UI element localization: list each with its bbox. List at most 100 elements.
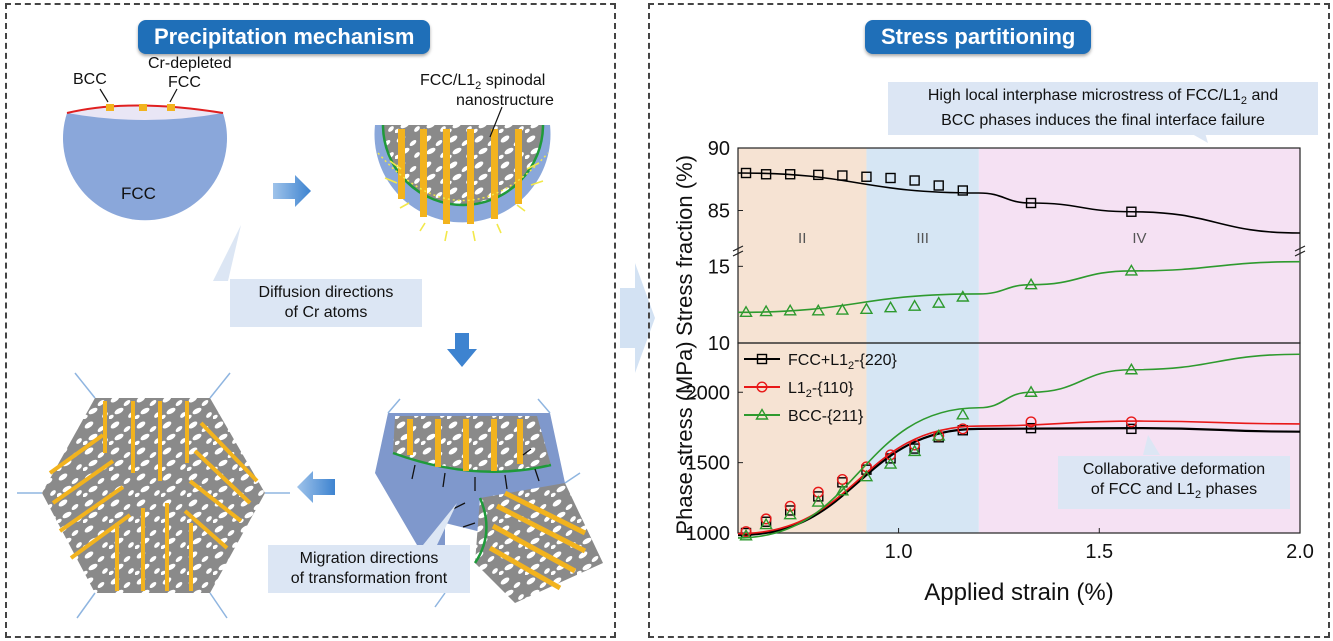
top-series-line <box>737 172 1301 234</box>
y-tick-label: 15 <box>708 256 730 278</box>
x-tick-label: 2.0 <box>1286 541 1314 563</box>
bottom-series-point <box>1126 423 1137 435</box>
legend-label: FCC+L12-{220} <box>788 352 898 372</box>
x-tick-label: 1.5 <box>1085 541 1113 563</box>
callout-migration-line1: Migration directions <box>299 550 439 567</box>
bottom-series-point <box>784 500 796 512</box>
label-spinodal-1-sub: 2 <box>475 80 481 92</box>
callout-collab-b: phases <box>1201 481 1258 498</box>
bottom-series-point <box>932 428 946 441</box>
top-series-point <box>759 304 773 317</box>
spinodal-grain <box>374 106 551 242</box>
bottom-series-point <box>883 457 898 469</box>
top-series-point <box>885 172 896 184</box>
region-ii <box>738 148 867 533</box>
top-series-point <box>956 290 970 302</box>
fcc-grain <box>62 88 227 221</box>
bcc-precipitate <box>106 104 114 111</box>
bottom-series-point <box>783 507 797 520</box>
stage-arrow-down-icon <box>447 333 477 367</box>
y-tick-label: 1000 <box>686 523 731 545</box>
left-panel-title: Precipitation mechanism <box>138 20 431 54</box>
top-series-point <box>1124 264 1139 276</box>
label-cr-depleted-2: FCC <box>168 74 201 91</box>
bottom-series-point <box>835 483 850 496</box>
bottom-series-point <box>760 513 772 525</box>
label-spinodal-1-b: spinodal <box>481 72 545 89</box>
region-label: II <box>798 230 806 247</box>
callout-collab-line1: Collaborative deformation <box>1082 461 1266 478</box>
y-tick-label: 85 <box>708 201 730 223</box>
legend-marker <box>756 381 768 393</box>
bottom-series-point <box>784 505 796 516</box>
top-series-point <box>957 185 968 196</box>
region-label: III <box>916 230 929 247</box>
bottom-series-point <box>1025 416 1037 428</box>
top-series-point <box>837 170 848 181</box>
stage-arrow-right-icon <box>273 175 311 207</box>
top-series-point <box>784 169 796 180</box>
legend-label: L12-{110} <box>788 380 854 400</box>
top-series-point <box>933 180 944 191</box>
bottom-series-point <box>1024 385 1038 397</box>
top-series-point <box>813 169 824 181</box>
bottom-series-point <box>811 495 825 507</box>
axis-break-right <box>1294 245 1306 257</box>
panel-transition-arrow-icon <box>620 263 655 373</box>
y-tick-label: 2000 <box>686 382 731 404</box>
bottom-series-point <box>1124 362 1139 375</box>
bottom-series-point <box>907 444 922 457</box>
y-tick-label: 10 <box>708 333 730 355</box>
callout-collaborative: Collaborative deformation of FCC and L12… <box>1058 456 1290 510</box>
top-series-point <box>909 175 920 186</box>
region-iii <box>866 148 979 533</box>
top-series-point <box>760 169 772 180</box>
callout-microstress-tail <box>1178 126 1208 143</box>
right-panel <box>648 3 1330 638</box>
callout-migration: Migration directions of transformation f… <box>268 545 470 593</box>
bottom-axes-frame <box>737 342 1301 534</box>
legend-marker <box>756 353 768 365</box>
top-series-point <box>907 299 922 311</box>
bottom-series-point <box>909 439 921 451</box>
y-tick-label: 1500 <box>686 453 731 475</box>
right-panel-title: Stress partitioning <box>865 20 1092 54</box>
top-series-point <box>861 171 872 182</box>
callout-migration-line2: of transformation front <box>290 570 448 587</box>
x-axis-label: Applied strain (%) <box>924 579 1113 606</box>
bottom-series-point <box>956 407 970 420</box>
label-cr-depleted-1: Cr-depleted <box>148 55 232 72</box>
bottom-series-point <box>859 469 874 482</box>
top-series-point <box>1126 206 1137 217</box>
top-series-point <box>932 296 946 308</box>
legend-marker <box>755 408 769 420</box>
top-series-point <box>1024 277 1038 290</box>
top-series-point <box>740 167 752 179</box>
label-bcc: BCC <box>73 71 107 88</box>
x-tick-label: 1.0 <box>885 541 913 563</box>
axis-break-left <box>732 245 744 257</box>
bottom-series-line <box>737 427 1301 537</box>
bcc-precipitate <box>167 104 175 111</box>
bottom-series-point <box>1025 422 1037 434</box>
top-series-point <box>739 305 753 318</box>
callout-collab-tail <box>1143 435 1160 455</box>
top-series-point <box>1025 197 1037 209</box>
top-series-point <box>883 300 898 313</box>
top-series-point <box>811 303 825 316</box>
bottom-series-point <box>740 526 752 538</box>
y-tick-label: 90 <box>708 138 730 160</box>
bottom-series-point <box>909 443 920 454</box>
bottom-series-point <box>739 528 753 541</box>
bottom-series-point <box>813 491 824 502</box>
callout-collab-a: of FCC and L1 <box>1090 481 1195 498</box>
callout-diffusion: Diffusion directions of Cr atoms <box>230 279 422 327</box>
callout-microstress-line2: BCC phases induces the final interface f… <box>941 112 1265 130</box>
y-axis-label-bottom: Phase stress (MPa) <box>672 341 697 534</box>
bottom-series-point <box>1125 416 1137 428</box>
callout-microstress-a: High local interphase microstress of FCC… <box>927 87 1241 104</box>
label-spinodal-1-a: FCC/L1 <box>420 72 475 89</box>
bottom-series-point <box>957 423 969 435</box>
callout-collab-sub: 2 <box>1194 489 1202 502</box>
callout-diffusion-line2: of Cr atoms <box>284 304 368 321</box>
